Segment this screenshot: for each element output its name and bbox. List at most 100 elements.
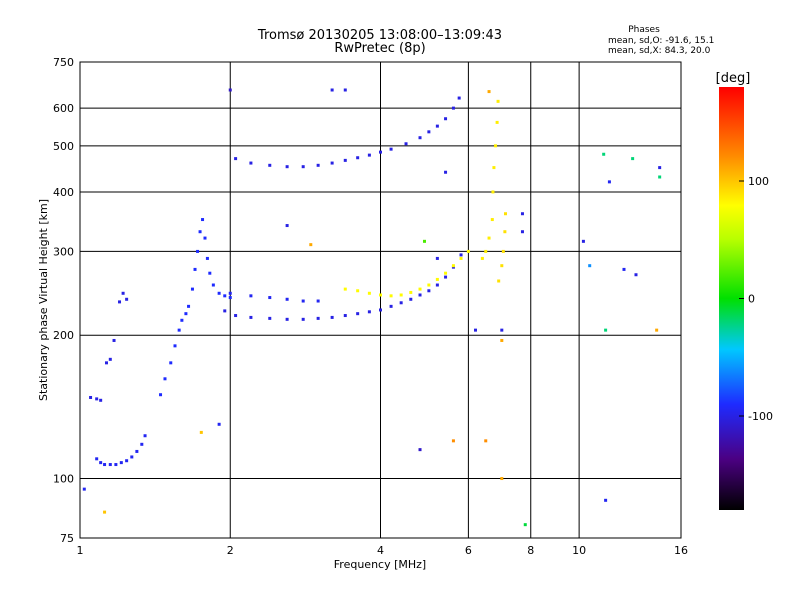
echo-point (503, 230, 507, 234)
x-tick-label: 4 (377, 544, 384, 557)
echo-point (501, 249, 505, 253)
echo-point (473, 328, 477, 332)
echo-point (496, 99, 500, 103)
echo-point (379, 150, 382, 154)
echo-point (655, 328, 659, 332)
echo-point (389, 304, 393, 308)
echo-point (198, 230, 202, 234)
echo-point (343, 314, 347, 318)
stats-heading: Phases (628, 25, 660, 35)
echo-point (409, 297, 413, 301)
echo-point (108, 357, 112, 361)
echo-point (119, 461, 123, 465)
echo-point (444, 117, 448, 121)
echo-point (223, 309, 227, 313)
y-tick-label: 750 (53, 56, 74, 69)
echo-point (121, 291, 125, 295)
echo-point (330, 161, 334, 165)
x-tick-label: 2 (227, 544, 234, 557)
echo-point (500, 338, 504, 342)
echo-point (459, 256, 463, 260)
echo-point (285, 297, 289, 301)
echo-point (249, 294, 253, 298)
echo-point (103, 510, 107, 514)
echo-point (497, 279, 501, 283)
echo-point (330, 315, 334, 319)
echo-point (444, 271, 448, 275)
echo-point (581, 239, 585, 243)
echo-point (399, 293, 403, 297)
plot-area: 1 2 4 6 8 10 16 75 100 200 300 400 500 600 750 (53, 56, 688, 557)
echo-point (309, 243, 313, 247)
echo-point (435, 124, 439, 128)
echo-point (435, 277, 439, 281)
echo-point (180, 318, 184, 322)
echo-point (316, 316, 320, 320)
echo-point (622, 267, 626, 271)
echo-point (459, 253, 463, 257)
x-axis-label: Frequency [MHz] (334, 558, 426, 571)
echo-point (500, 477, 504, 481)
echo-point (234, 157, 238, 161)
x-tick-label: 6 (465, 544, 472, 557)
echo-point (602, 152, 606, 156)
echo-point (217, 291, 221, 295)
echo-point (285, 317, 289, 321)
y-tick-label: 200 (53, 329, 74, 342)
echo-point (466, 249, 470, 253)
echo-point (249, 161, 253, 165)
echo-point (484, 439, 488, 443)
y-tick-label: 600 (53, 102, 74, 115)
echo-point (193, 267, 197, 271)
echo-point (389, 147, 393, 151)
echo-point (520, 230, 524, 234)
echo-point (114, 463, 118, 467)
echo-point (451, 439, 455, 443)
echo-point (190, 287, 194, 291)
echo-point (451, 264, 455, 268)
echo-point (125, 297, 129, 301)
echo-point (99, 461, 103, 465)
echo-point (379, 293, 382, 297)
echo-point (249, 315, 253, 319)
echo-point (208, 271, 212, 275)
echo-point (199, 430, 203, 434)
echo-point (491, 190, 495, 194)
x-tick-label: 1 (77, 544, 84, 557)
echo-point (422, 239, 426, 243)
echo-point (379, 308, 382, 312)
echo-point (444, 170, 448, 174)
echo-point (487, 236, 491, 240)
echo-point (125, 459, 129, 463)
echo-point (285, 224, 289, 228)
echo-point (99, 398, 103, 402)
y-axis-label: Stationary phase Virtual Height [km] (37, 199, 50, 401)
echo-point (658, 166, 662, 170)
echo-point (418, 136, 422, 140)
chart-subtitle: RwPretec (8p) (334, 41, 425, 56)
echo-point (484, 249, 488, 253)
echo-point (427, 289, 431, 293)
echo-point (658, 175, 662, 179)
echo-point (500, 264, 504, 268)
echo-point (301, 317, 305, 321)
echo-point (89, 395, 93, 399)
echo-point (607, 180, 611, 184)
echo-point (418, 287, 422, 291)
chart-title: Tromsø 20130205 13:08:00–13:09:43 (257, 28, 502, 43)
echo-point (367, 310, 371, 314)
echo-point (634, 273, 638, 277)
echo-point (159, 393, 163, 397)
echo-point (143, 434, 147, 438)
echo-point (500, 328, 504, 332)
y-tick-label: 100 (53, 473, 74, 486)
x-tick-label: 8 (527, 544, 534, 557)
y-tick-label: 500 (53, 140, 74, 153)
echo-point (112, 338, 116, 342)
echo-point (409, 290, 413, 294)
echo-point (435, 256, 439, 260)
stats-o-mode: mean, sd,O: -91.6, 15.1 (608, 36, 714, 46)
echo-point (95, 397, 99, 401)
echo-point (356, 312, 360, 316)
